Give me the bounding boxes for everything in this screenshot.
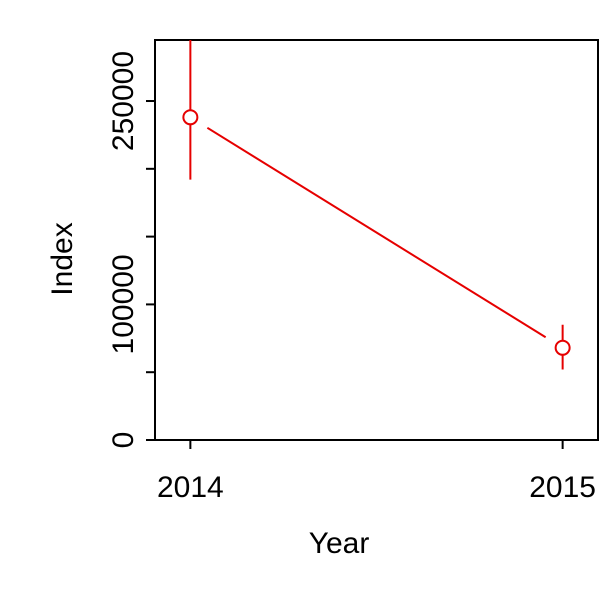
data-point	[554, 339, 571, 356]
series-line	[206, 126, 547, 339]
x-axis: 2014 2015	[157, 440, 596, 504]
y-tick-label: 0	[107, 432, 140, 449]
series-layer	[182, 40, 571, 370]
plot-frame	[154, 39, 599, 441]
y-tick-label: 250000	[107, 51, 140, 151]
y-tick-label: 100000	[107, 254, 140, 354]
x-axis-title: Year	[309, 527, 370, 560]
y-axis: 0 100000 250000	[107, 51, 155, 448]
y-axis-title: Index	[46, 222, 79, 295]
x-tick-label: 2014	[157, 471, 224, 504]
x-tick-label: 2015	[529, 471, 596, 504]
data-point	[182, 109, 199, 126]
